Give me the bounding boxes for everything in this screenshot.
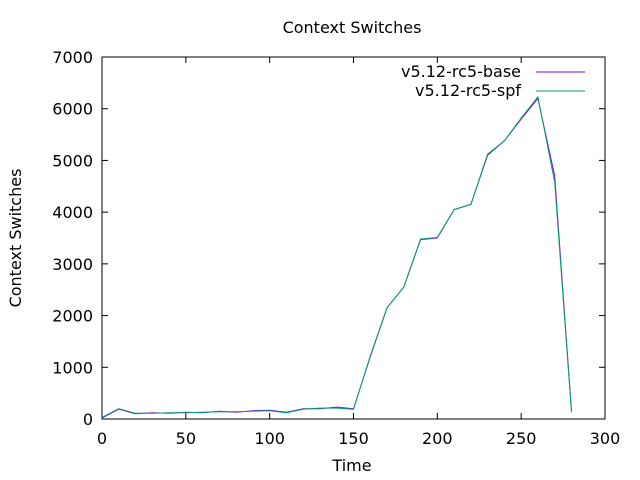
y-tick-label: 3000: [52, 255, 93, 274]
y-tick-label: 1000: [52, 358, 93, 377]
y-axis-title: Context Switches: [6, 169, 25, 308]
series-line-2: [101, 96, 572, 418]
x-tick-label: 0: [97, 429, 107, 448]
x-tick-label: 200: [422, 429, 453, 448]
x-axis: 0 50 100 150 200 250 300: [97, 57, 620, 448]
series-line-1: [101, 97, 572, 419]
legend-label-1: v5.12-rc5-base: [401, 62, 521, 81]
legend-label-2: v5.12-rc5-spf: [415, 81, 521, 100]
x-tick-label: 250: [506, 429, 537, 448]
y-tick-label: 5000: [52, 151, 93, 170]
plot-frame: [101, 56, 606, 420]
x-tick-label: 100: [254, 429, 285, 448]
y-tick-label: 4000: [52, 203, 93, 222]
y-tick-label: 6000: [52, 100, 93, 119]
x-tick-label: 300: [590, 429, 621, 448]
y-tick-label: 7000: [52, 48, 93, 67]
x-tick-label: 150: [338, 429, 369, 448]
chart-title: Context Switches: [283, 18, 422, 37]
plot-border: [101, 56, 606, 420]
x-axis-title: Time: [331, 456, 371, 475]
y-tick-label: 0: [83, 410, 93, 429]
series-lines: [101, 96, 572, 419]
y-tick-label: 2000: [52, 307, 93, 326]
x-tick-label: 50: [176, 429, 196, 448]
y-axis: 0 1000 2000 3000 4000 5000 6000 7000: [52, 48, 605, 429]
